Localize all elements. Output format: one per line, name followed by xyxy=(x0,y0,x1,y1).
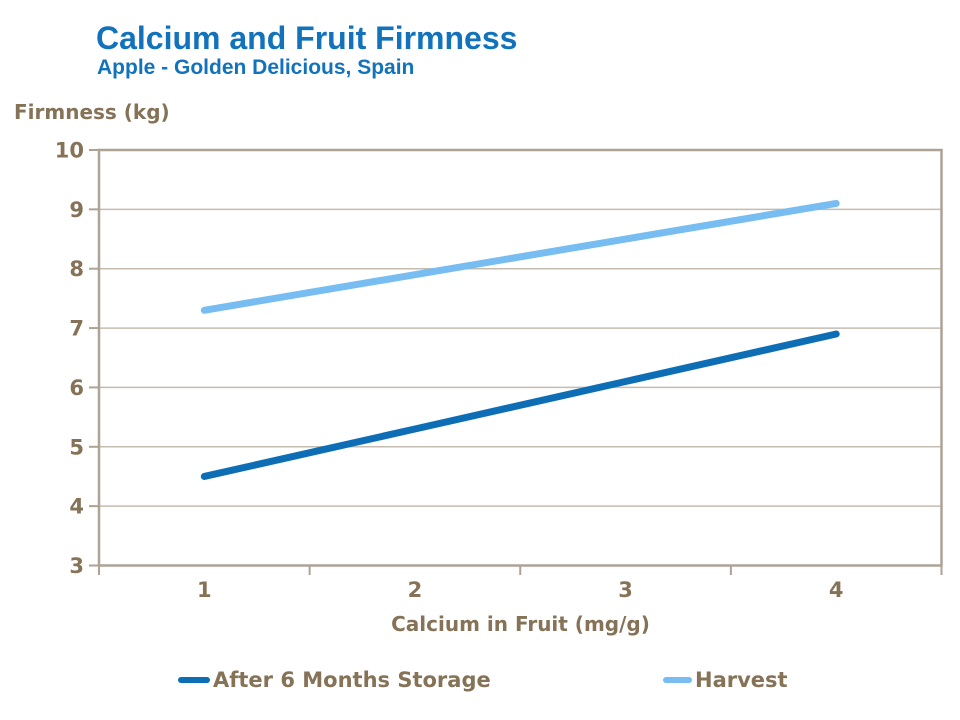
x-tick-label: 3 xyxy=(618,578,633,602)
y-tick-label: 5 xyxy=(69,435,84,459)
y-tick-label: 4 xyxy=(69,495,84,519)
chart-subtitle: Apple - Golden Delicious, Spain xyxy=(97,56,415,79)
y-tick-label: 3 xyxy=(69,554,84,578)
y-tick-label: 6 xyxy=(69,376,84,400)
legend-item-after-6-months-storage: After 6 Months Storage xyxy=(178,669,491,691)
y-axis-title: Firmness (kg) xyxy=(14,100,170,124)
legend-label-harvest: Harvest xyxy=(695,667,788,692)
legend-swatch-after-6-months-storage xyxy=(178,677,210,683)
legend-swatch-harvest xyxy=(663,677,692,683)
y-tick-label: 10 xyxy=(55,139,84,163)
series-line-harvest xyxy=(200,199,840,314)
legend-label-after-6-months-storage: After 6 Months Storage xyxy=(213,667,491,692)
y-tick-label: 8 xyxy=(69,257,84,281)
plot-border xyxy=(97,148,943,567)
y-tick-label: 9 xyxy=(69,198,84,222)
x-axis-title: Calcium in Fruit (mg/g) xyxy=(391,612,650,636)
x-tick-label: 1 xyxy=(197,578,212,602)
legend-item-harvest: Harvest xyxy=(663,669,788,691)
x-tick-label: 2 xyxy=(408,578,423,602)
x-tick-label: 4 xyxy=(829,578,844,602)
y-tick-label: 7 xyxy=(69,317,84,341)
series-line-after-6-months-storage xyxy=(200,330,840,480)
chart-title: Calcium and Fruit Firmness xyxy=(96,20,518,56)
